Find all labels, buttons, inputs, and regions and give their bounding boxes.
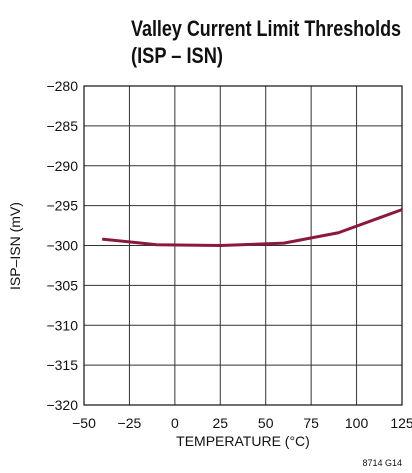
y-tick-label: −310	[46, 317, 78, 333]
x-tick-label: 25	[212, 415, 228, 431]
y-tick-label: −300	[46, 238, 78, 254]
x-tick-label: 75	[303, 415, 319, 431]
chart-title: Valley Current Limit Thresholds	[131, 16, 401, 41]
x-tick-label: −25	[118, 415, 142, 431]
chart-title: (ISP – ISN)	[131, 43, 223, 68]
y-tick-label: −295	[46, 198, 78, 214]
x-tick-label: −50	[72, 415, 96, 431]
y-tick-label: −280	[46, 78, 78, 94]
data-line	[102, 208, 403, 247]
y-tick-label: −315	[46, 357, 78, 373]
x-axis-label: TEMPERATURE (°C)	[176, 433, 310, 449]
x-tick-label: 0	[171, 415, 179, 431]
x-tick-label: 100	[345, 415, 369, 431]
y-tick-label: −320	[46, 397, 78, 413]
y-tick-label: −305	[46, 277, 78, 293]
x-tick-label: 125	[390, 415, 412, 431]
x-tick-label: 50	[258, 415, 274, 431]
plot-frame	[83, 85, 403, 406]
figure-id: 8714 G14	[362, 458, 402, 468]
y-axis-label: ISP–ISN (mV)	[7, 202, 23, 290]
y-tick-label: −290	[46, 158, 78, 174]
y-tick-label: −285	[46, 118, 78, 134]
